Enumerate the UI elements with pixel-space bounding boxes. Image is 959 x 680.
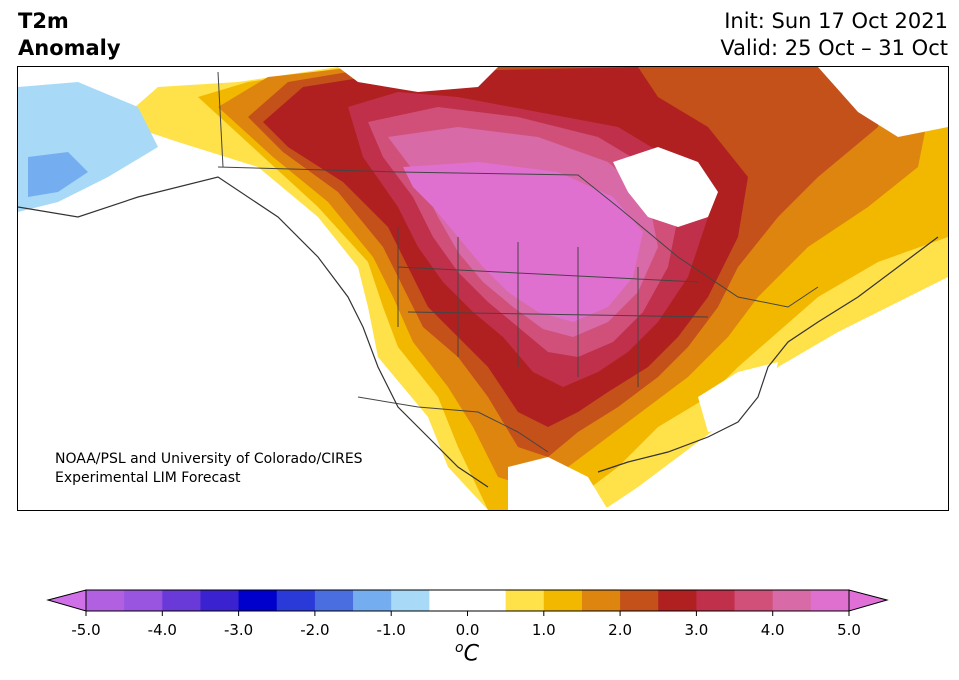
- colorbar-segment: [314, 590, 354, 611]
- colorbar-tick-label: -2.0: [300, 621, 330, 639]
- colorbar-segment: [543, 590, 583, 611]
- colorbar-segment: [658, 590, 697, 611]
- colorbar-outline: [85, 589, 850, 612]
- colorbar-segment: [238, 590, 278, 611]
- colorbar-extend-low: [46, 589, 87, 612]
- colorbar-tick-label: 5.0: [837, 621, 861, 639]
- map-title: T2m Anomaly: [18, 8, 121, 62]
- cool-anomaly-core: [28, 152, 88, 197]
- us-mexico-border: [357, 396, 549, 453]
- mexico-neutral: [508, 457, 608, 510]
- arctic-white: [338, 67, 498, 92]
- colorbar-segment: [162, 590, 201, 611]
- unit-celsius: C: [463, 641, 479, 667]
- colorbar-segment: [772, 590, 812, 611]
- title-line-2: Anomaly: [18, 36, 121, 60]
- alaska-border: [217, 71, 224, 168]
- map-graphic: [18, 67, 948, 510]
- colorbar-tick-label: 3.0: [684, 621, 709, 639]
- credit-text: NOAA/PSL and University of Colorado/CIRE…: [55, 450, 363, 488]
- colorbar-tick-label: 1.0: [531, 621, 556, 639]
- colorbar-segment: [810, 590, 850, 611]
- colorbar-tick-label: -1.0: [376, 621, 406, 639]
- colorbar-ticks: [85, 611, 850, 616]
- east-coast: [597, 236, 939, 473]
- valid-range: Valid: 25 Oct – 31 Oct: [720, 36, 948, 60]
- init-date: Init: Sun 17 Oct 2021: [724, 9, 948, 33]
- title-line-1: T2m: [18, 9, 69, 33]
- colorbar-segments: [86, 590, 850, 611]
- colorbar-tick-label: -3.0: [223, 621, 254, 639]
- state-line: [397, 227, 709, 387]
- colorbar-tick-label: 0.0: [455, 621, 480, 639]
- colorbar-segment: [734, 590, 774, 611]
- colorbar-segment: [581, 590, 621, 611]
- colorbar-segment: [353, 590, 392, 611]
- colorbar-segment: [276, 590, 316, 611]
- colorbar-segment: [391, 590, 430, 611]
- credit-line-1: NOAA/PSL and University of Colorado/CIRE…: [55, 451, 363, 467]
- colorbar-unit: oC: [447, 640, 487, 666]
- west-coast: [18, 176, 489, 488]
- anomaly-map: NOAA/PSL and University of Colorado/CIRE…: [17, 66, 949, 511]
- colorbar-tick-label: 2.0: [608, 621, 633, 639]
- date-info: Init: Sun 17 Oct 2021 Valid: 25 Oct – 31…: [720, 8, 948, 62]
- colorbar-segment: [505, 590, 545, 611]
- greenland-white: [818, 67, 948, 137]
- colorbar-extend-high: [848, 589, 889, 612]
- credit-line-2: Experimental LIM Forecast: [55, 470, 241, 486]
- colorbar-tick-label: -4.0: [147, 621, 177, 639]
- colorbar-segment: [429, 590, 468, 611]
- coastlines: [18, 176, 939, 488]
- colorbar-segment: [124, 590, 163, 611]
- colorbar-segment: [467, 590, 507, 611]
- colorbar-segment: [200, 590, 240, 611]
- unit-degree: o: [455, 640, 464, 656]
- hudson-bay: [613, 147, 718, 227]
- colorbar-segment: [86, 590, 125, 611]
- colorbar-tick-label: -5.0: [71, 621, 101, 639]
- colorbar-segment: [696, 590, 736, 611]
- southeast-us-neutral: [698, 362, 778, 432]
- us-canada-border: [217, 166, 819, 308]
- political-borders: [217, 71, 819, 453]
- colorbar-tick-label: 4.0: [760, 621, 785, 639]
- colorbar-segment: [620, 590, 659, 611]
- anomaly-core: [403, 162, 643, 322]
